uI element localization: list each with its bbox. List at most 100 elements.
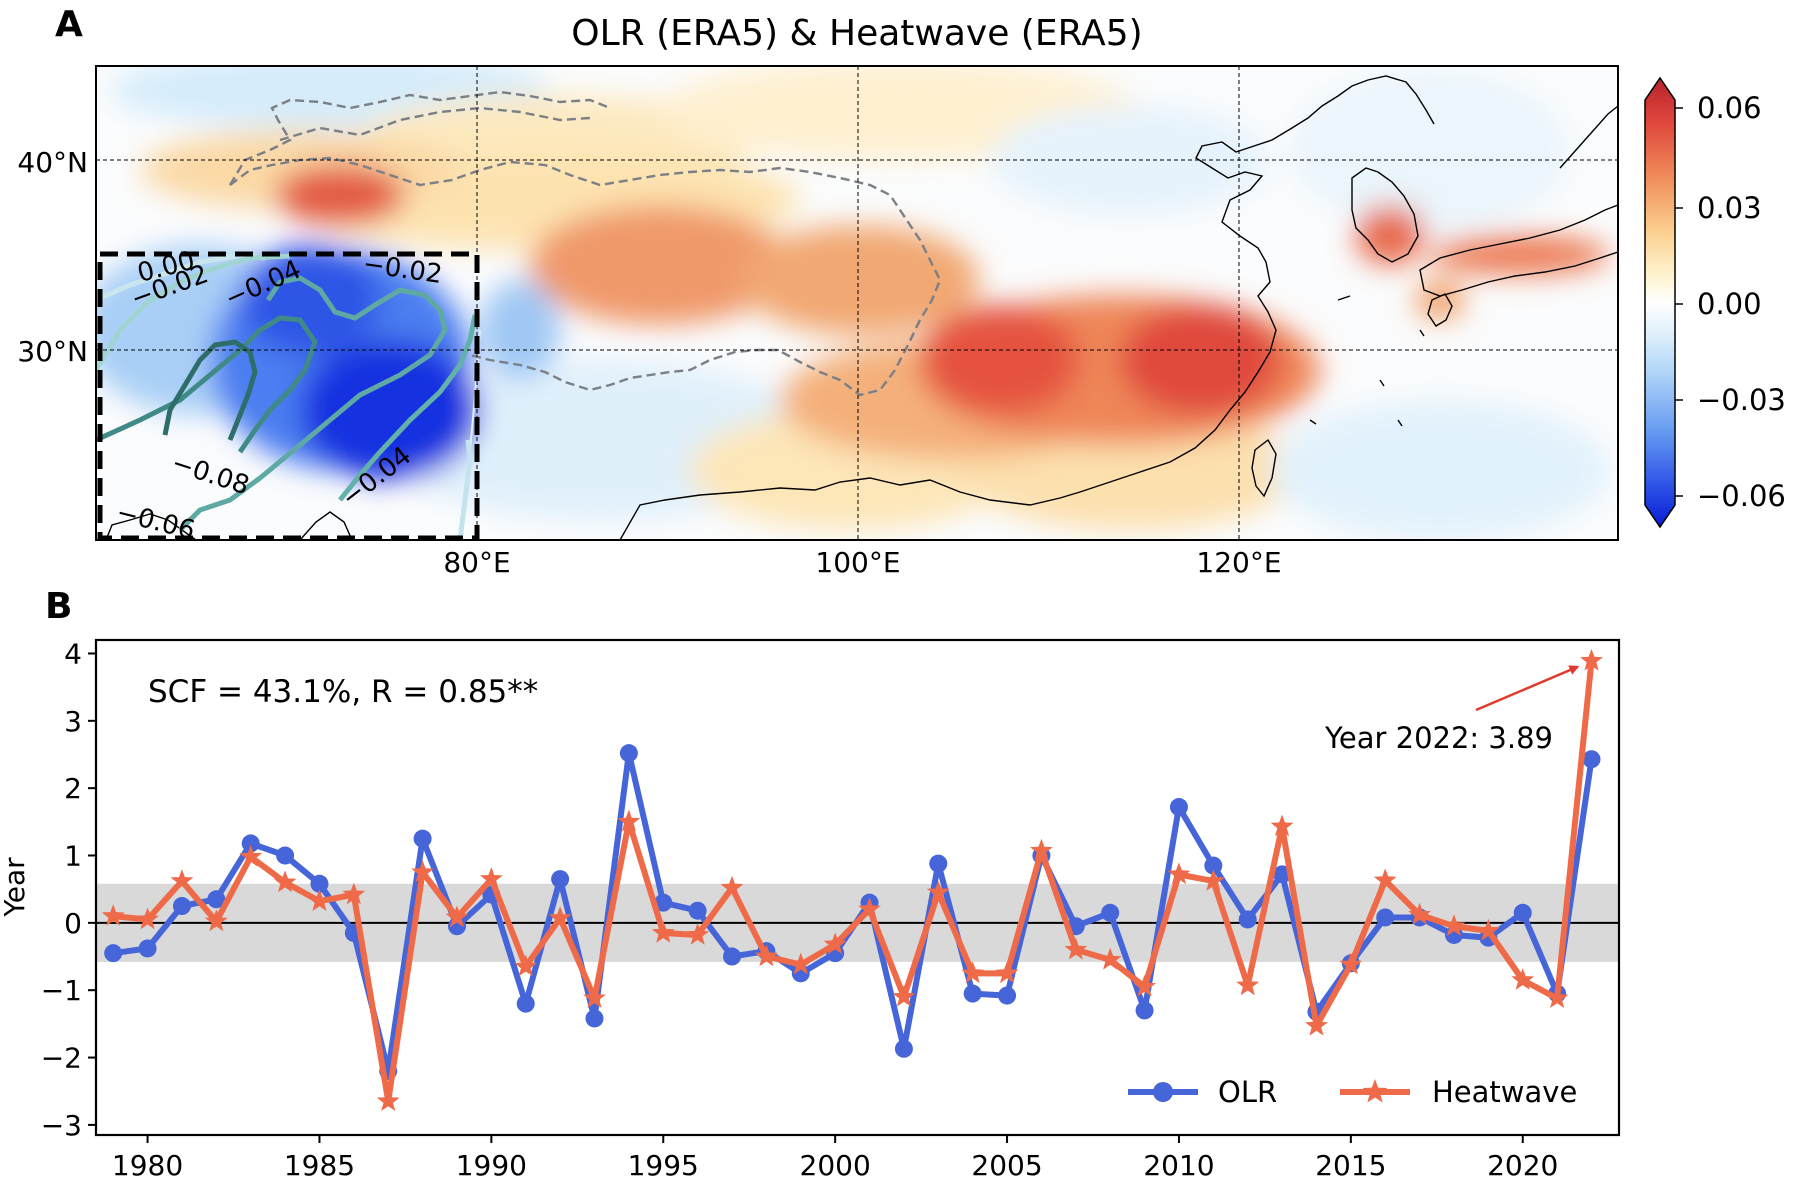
olr-point: [241, 834, 260, 853]
heatwave-point: [789, 952, 813, 975]
y-tick-label: −1: [41, 974, 82, 1007]
heatwave-point: [651, 921, 675, 943]
heatwave-point: [1339, 952, 1363, 975]
heatwave-point: [583, 986, 606, 1008]
heatwave-point: [1511, 968, 1535, 990]
heatwave-point: [1133, 974, 1156, 997]
analysis-region-box: [97, 251, 480, 541]
contour-m0.02: [96, 253, 291, 372]
colorbar: 0.06 0.03 0.00 −0.03 −0.06: [1644, 76, 1786, 529]
plot-frame: [94, 638, 1621, 1137]
callout-arrow: [1475, 665, 1580, 712]
olr-point: [1582, 750, 1601, 769]
y-tick-label: 0: [64, 907, 82, 940]
coastlines: [105, 75, 1618, 540]
lat-label-30n: 30°N: [17, 335, 88, 368]
heatwave-point: [686, 923, 709, 945]
panel-a: A OLR (ERA5) & Heatwave (ERA5): [17, 4, 1785, 579]
panel-a-title: OLR (ERA5) & Heatwave (ERA5): [571, 13, 1142, 54]
plot-area: [101, 648, 1603, 1111]
y-tick-label: −2: [41, 1042, 82, 1075]
heatwave-point: [1476, 918, 1500, 941]
olr-point: [688, 901, 707, 920]
plateau-outline: [228, 90, 942, 397]
x-tick-label: 2010: [1143, 1149, 1214, 1182]
heatwave-point: [1408, 902, 1431, 925]
legend-heatwave-label: Heatwave: [1432, 1075, 1577, 1109]
olr-point: [894, 1039, 913, 1058]
colorbar-tick-label: 0.03: [1697, 191, 1762, 225]
olr-point: [1169, 798, 1188, 817]
colorbar-tick-label: −0.03: [1697, 383, 1786, 417]
heatwave-point: [926, 880, 950, 903]
heatwave-point: [823, 932, 847, 955]
heatwave-point: [445, 905, 469, 928]
heatwave-point: [995, 961, 1019, 984]
x-tick-label: 2000: [800, 1149, 871, 1182]
heatwave-point: [514, 954, 538, 977]
heatwave-point: [892, 984, 916, 1007]
colorbar-bar: [1644, 76, 1676, 529]
olr-point: [207, 890, 226, 909]
olr-point: [1101, 903, 1120, 922]
y-axis: 4 3 2 1 0 −1 −2 −3: [41, 637, 96, 1142]
heatwave-point: [204, 909, 228, 932]
heatwave-point: [1580, 648, 1603, 671]
heatwave-point: [1236, 973, 1260, 996]
x-tick-label: 2015: [1315, 1149, 1386, 1182]
x-tick-label: 2005: [971, 1149, 1042, 1182]
colorbar-ticks: [1675, 107, 1683, 497]
y-tick-label: 3: [64, 705, 82, 738]
olr-point: [413, 829, 432, 848]
colorbar-tick-label: −0.06: [1697, 479, 1786, 513]
y-tick-label: 4: [64, 637, 82, 670]
contour-m0.08: [162, 339, 258, 441]
heatwave-point: [1442, 914, 1466, 936]
heatwave-point: [1098, 947, 1122, 970]
heatwave-point: [1373, 868, 1397, 891]
anomaly-shading: [96, 66, 1610, 540]
contour-m0.02-right: [457, 439, 473, 540]
scf-annotation: SCF = 43.1%, R = 0.85**: [148, 674, 538, 710]
x-tick-label: 1995: [628, 1149, 699, 1182]
lon-label-80e: 80°E: [443, 546, 510, 579]
heatwave-point: [1030, 838, 1053, 861]
contour-m0.06: [96, 315, 318, 454]
y-tick-label: −3: [41, 1109, 82, 1142]
heatwave-point: [239, 844, 263, 867]
heatwave-point: [1270, 814, 1294, 837]
heatwave-point: [273, 870, 297, 893]
olr-point: [1376, 908, 1395, 927]
panel-a-label: A: [55, 4, 83, 45]
x-tick-label: 1985: [284, 1149, 355, 1182]
heatwave-point: [1064, 937, 1088, 960]
heatwave-point: [961, 961, 985, 984]
olr-point: [551, 870, 570, 889]
olr-point: [516, 994, 535, 1013]
panel-b-label: B: [45, 586, 72, 627]
map-field: [96, 66, 1618, 540]
olr-point: [929, 854, 948, 873]
heatwave-point: [1305, 1013, 1328, 1036]
x-axis: 1980 1985 1990 1995 2000 2005 2010 2015 2020: [112, 1135, 1558, 1182]
heatwave-point: [1201, 869, 1225, 891]
legend: OLR Heatwave: [1128, 1075, 1577, 1109]
x-tick-label: 1980: [112, 1149, 183, 1182]
heatwave-point: [479, 867, 503, 889]
heatwave-point: [548, 906, 572, 928]
olr-point: [998, 986, 1017, 1005]
lon-label-120e: 120°E: [1196, 546, 1281, 579]
olr-point: [723, 947, 742, 966]
olr-point: [172, 897, 191, 916]
contour-m0.04-right: [338, 314, 478, 502]
map-frame: [95, 65, 1619, 541]
lon-label-100e: 100°E: [815, 546, 900, 579]
colorbar-tick-label: 0.00: [1697, 287, 1762, 321]
colorbar-tick-label: 0.06: [1697, 91, 1762, 125]
heatwave-point: [858, 897, 881, 920]
y-axis-label: Year: [0, 857, 31, 918]
contour-m0.04: [178, 275, 448, 532]
olr-point: [1513, 903, 1532, 922]
callout-label: Year 2022: 3.89: [1324, 721, 1553, 755]
